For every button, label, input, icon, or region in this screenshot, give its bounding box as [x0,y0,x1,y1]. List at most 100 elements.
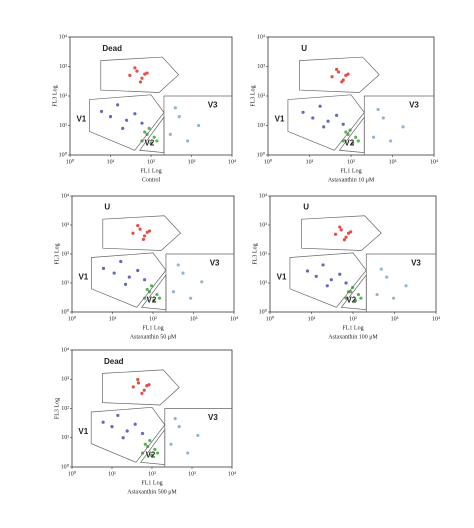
gate-label: U [104,203,110,212]
event-dot [346,231,351,235]
event-dot [101,420,105,424]
y-tick-label: 10³ [259,222,267,228]
event-dot [351,141,355,145]
y-tick-label: 10³ [61,222,69,228]
event-dot [152,135,156,139]
x-tick-label: 10⁰ [68,470,77,477]
event-dot [143,72,147,76]
gate [102,215,182,251]
event-dot [131,385,135,389]
event-dot [171,290,176,294]
gate-label: V1 [78,427,88,436]
event-dot [149,284,154,288]
event-dot [135,69,139,73]
caption: Control [142,177,161,183]
event-dot [168,132,172,136]
event-dot [354,135,358,139]
y-tick-label: 10⁰ [61,463,70,470]
event-dot [136,377,140,382]
gate-label: Dead [104,357,124,366]
event-dot [136,268,140,273]
y-axis-label: FL3 Log [52,85,58,106]
x-tick-label: 10² [147,159,155,165]
y-tick-label: 10³ [257,64,265,70]
gate-label: V3 [409,101,419,110]
event-dot [153,447,157,451]
event-dot [133,66,137,70]
event-dot [385,275,389,279]
x-axis-label: FL1 Log [342,325,363,331]
event-dot [140,121,144,125]
event-dot [344,130,348,134]
x-axis-label: FL1 Log [340,168,361,174]
gate-label: V2 [145,138,155,147]
event-dot [325,284,329,288]
event-dot [152,298,156,303]
gate [301,215,382,251]
y-tick-label: 10⁰ [61,308,70,315]
x-tick-label: 10⁴ [430,159,438,165]
event-dot [326,119,330,123]
y-tick-label: 10⁴ [259,193,267,199]
caption: Astaxanthin 100 μM [328,334,378,340]
gate-label: U [301,44,307,53]
event-dot [359,296,363,300]
event-dot [311,116,315,120]
event-dot [119,259,123,264]
y-tick-label: 10² [59,93,67,99]
gate [287,94,365,151]
event-dot [318,104,322,108]
event-dot [140,76,144,80]
event-dot [338,272,342,276]
x-tick-label: 10⁰ [68,315,77,322]
event-dot [136,224,140,228]
event-dot [344,73,348,77]
event-dot [333,232,338,236]
x-tick-label: 10³ [188,159,196,165]
y-tick-label: 10⁴ [61,193,69,199]
event-dot [401,125,405,129]
gate-label: V1 [78,272,88,281]
event-dot [133,112,137,116]
event-dot [143,130,147,134]
event-dot [145,384,149,388]
gate-label: V3 [208,413,218,422]
x-axis-label: FL1 Log [140,168,161,174]
gate-label: V1 [277,272,287,281]
event-dot [155,451,160,455]
gate-label: V1 [275,115,285,124]
event-dot [344,296,348,300]
caption: Astaxanthin 50 μM [130,334,177,340]
y-tick-label: 10⁴ [61,347,69,353]
y-tick-label: 10³ [59,64,67,70]
event-dot [177,425,181,429]
event-dot [140,431,145,436]
event-dot [155,139,159,143]
event-dot [338,225,342,229]
event-dot [186,451,190,455]
event-dot [116,103,120,107]
y-tick-label: 10⁰ [257,151,266,158]
gate-label: V3 [210,258,220,267]
event-dot [321,263,325,267]
event-dot [143,442,147,446]
y-tick-label: 10¹ [61,435,69,441]
x-tick-label: 10⁰ [66,158,75,165]
event-dot [125,118,129,122]
gate [165,253,235,313]
y-axis-label: FL3 Log [250,85,256,106]
event-dot [121,126,125,130]
gate-label: V2 [146,450,156,459]
gate-label: V3 [411,258,421,267]
y-axis-label: FL3 Log [252,243,258,264]
event-dot [322,125,326,129]
gate [90,406,166,463]
event-dot [200,280,204,284]
event-dot [176,263,180,267]
event-dot [404,284,408,288]
event-dot [391,296,396,300]
event-dot [99,109,104,114]
gate-label: Dead [102,44,122,53]
event-dot [142,234,147,238]
